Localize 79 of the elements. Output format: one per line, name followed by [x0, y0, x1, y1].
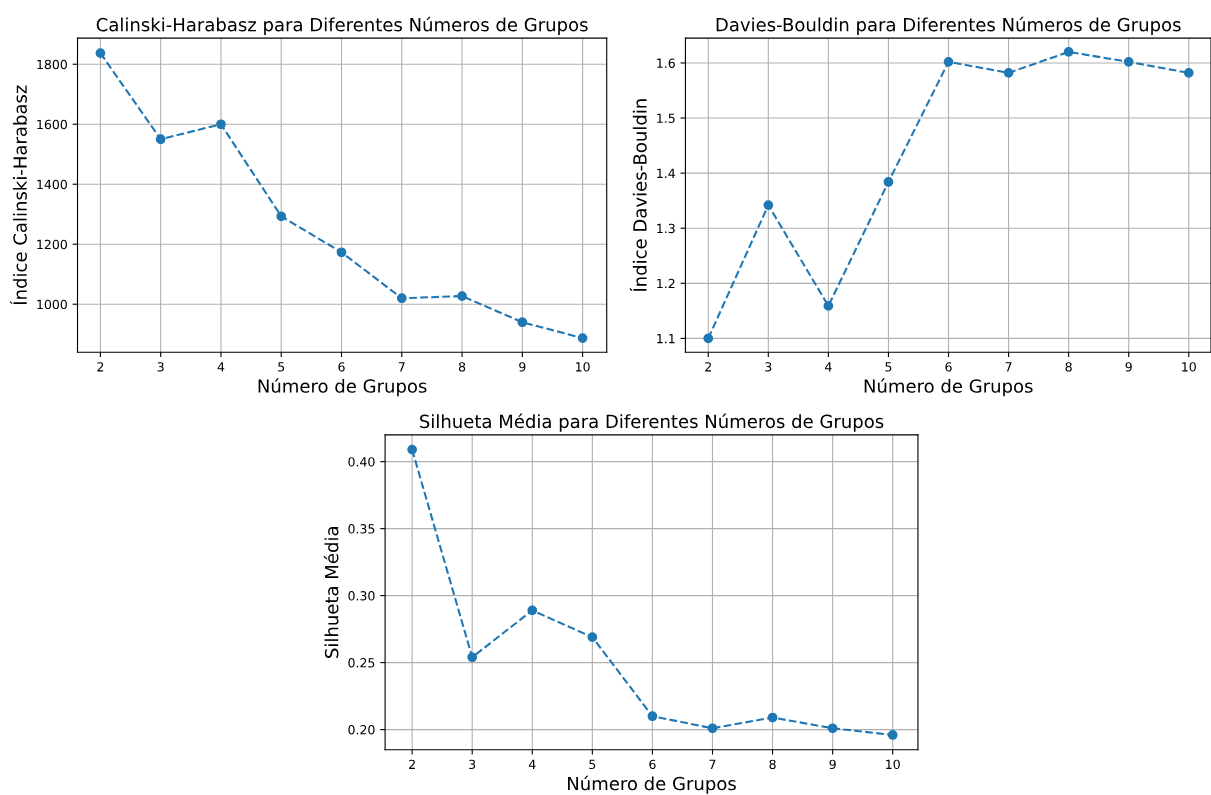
point: [155, 134, 166, 145]
point: [707, 723, 718, 734]
x-tick-label: 9: [519, 362, 526, 372]
point: [1183, 68, 1194, 78]
y-tick-label: 1.4: [657, 168, 675, 178]
point: [276, 211, 287, 222]
point: [763, 200, 774, 210]
x-tick-label: 5: [589, 759, 596, 770]
x-tick-label: 7: [709, 759, 716, 769]
point: [887, 730, 898, 740]
point: [647, 711, 658, 722]
x-tick-label: 2: [409, 759, 415, 769]
x-tick-label: 8: [458, 362, 466, 372]
y-tick-label: 1400: [37, 179, 67, 190]
point: [883, 177, 894, 187]
point: [95, 48, 106, 59]
x-tick-label: 6: [945, 362, 952, 372]
y-axis-title: Índice Calinski-Harabasz: [9, 85, 27, 305]
x-tick-label: 5: [278, 362, 285, 372]
y-tick-label: 1200: [37, 239, 67, 250]
x-tick-label: 4: [528, 759, 536, 769]
x-axis-title: Número de Grupos: [258, 378, 427, 397]
chart-title: Calinski-Harabasz para Diferentes Números de Grupos: [96, 16, 588, 35]
x-tick-label: 6: [338, 362, 345, 372]
y-tick-label: 0.20: [348, 725, 375, 735]
x-tick-label: 7: [1005, 362, 1012, 372]
chart-title: Davies-Bouldin para Diferentes Números de Grupos: [716, 16, 1181, 35]
y-tick-label: 1.6: [657, 58, 675, 68]
point: [396, 293, 407, 304]
x-tick-label: 10: [1182, 362, 1196, 372]
point: [467, 652, 478, 663]
y-tick-label: 0.35: [348, 524, 375, 534]
chart-title: Silhueta Média para Diferentes Números de Grupos: [420, 413, 884, 432]
point: [587, 632, 598, 643]
x-tick-label: 10: [886, 759, 900, 770]
x-tick-label: 8: [769, 759, 776, 770]
point: [457, 291, 467, 301]
point: [827, 723, 838, 734]
y-tick-label: 1000: [37, 299, 67, 310]
point: [1123, 56, 1134, 67]
x-tick-label: 5: [885, 362, 892, 372]
x-axis-title: Número de Grupos: [864, 378, 1033, 397]
y-axis-title: Silhueta Média: [323, 527, 339, 658]
y-tick-label: 0.40: [348, 457, 375, 467]
x-tick-label: 3: [765, 362, 772, 372]
x-tick-label: 8: [1065, 362, 1072, 372]
point: [336, 247, 347, 258]
x-tick-label: 2: [97, 362, 104, 372]
point: [216, 119, 226, 130]
point: [1063, 47, 1074, 57]
x-tick-label: 9: [829, 759, 836, 770]
point: [517, 317, 528, 328]
y-tick-label: 0.25: [348, 658, 375, 668]
y-tick-label: 1.1: [657, 334, 675, 344]
point: [527, 605, 538, 616]
y-tick-label: 1.3: [657, 223, 675, 234]
x-tick-label: 10: [576, 362, 590, 372]
point: [1003, 68, 1014, 78]
y-tick-label: 0.30: [348, 591, 375, 601]
x-tick-label: 4: [217, 362, 225, 372]
x-tick-label: 9: [1125, 362, 1132, 372]
y-tick-label: 1.2: [657, 278, 675, 289]
y-axis-title: Índice Davies-Bouldin: [629, 99, 647, 292]
point: [407, 444, 417, 455]
x-axis-title: Número de Grupos: [568, 775, 736, 794]
point: [823, 301, 834, 311]
point: [703, 333, 714, 344]
y-tick-label: 1800: [37, 59, 67, 70]
y-tick-label: 1.5: [657, 113, 675, 123]
x-tick-label: 3: [469, 759, 476, 770]
x-tick-label: 4: [825, 362, 832, 372]
point: [943, 56, 954, 67]
point: [577, 333, 588, 343]
y-tick-label: 1600: [37, 119, 67, 130]
x-tick-label: 7: [398, 362, 405, 372]
x-tick-label: 2: [705, 362, 711, 372]
x-tick-label: 6: [649, 759, 656, 770]
x-tick-label: 3: [157, 362, 164, 372]
point: [767, 712, 778, 723]
